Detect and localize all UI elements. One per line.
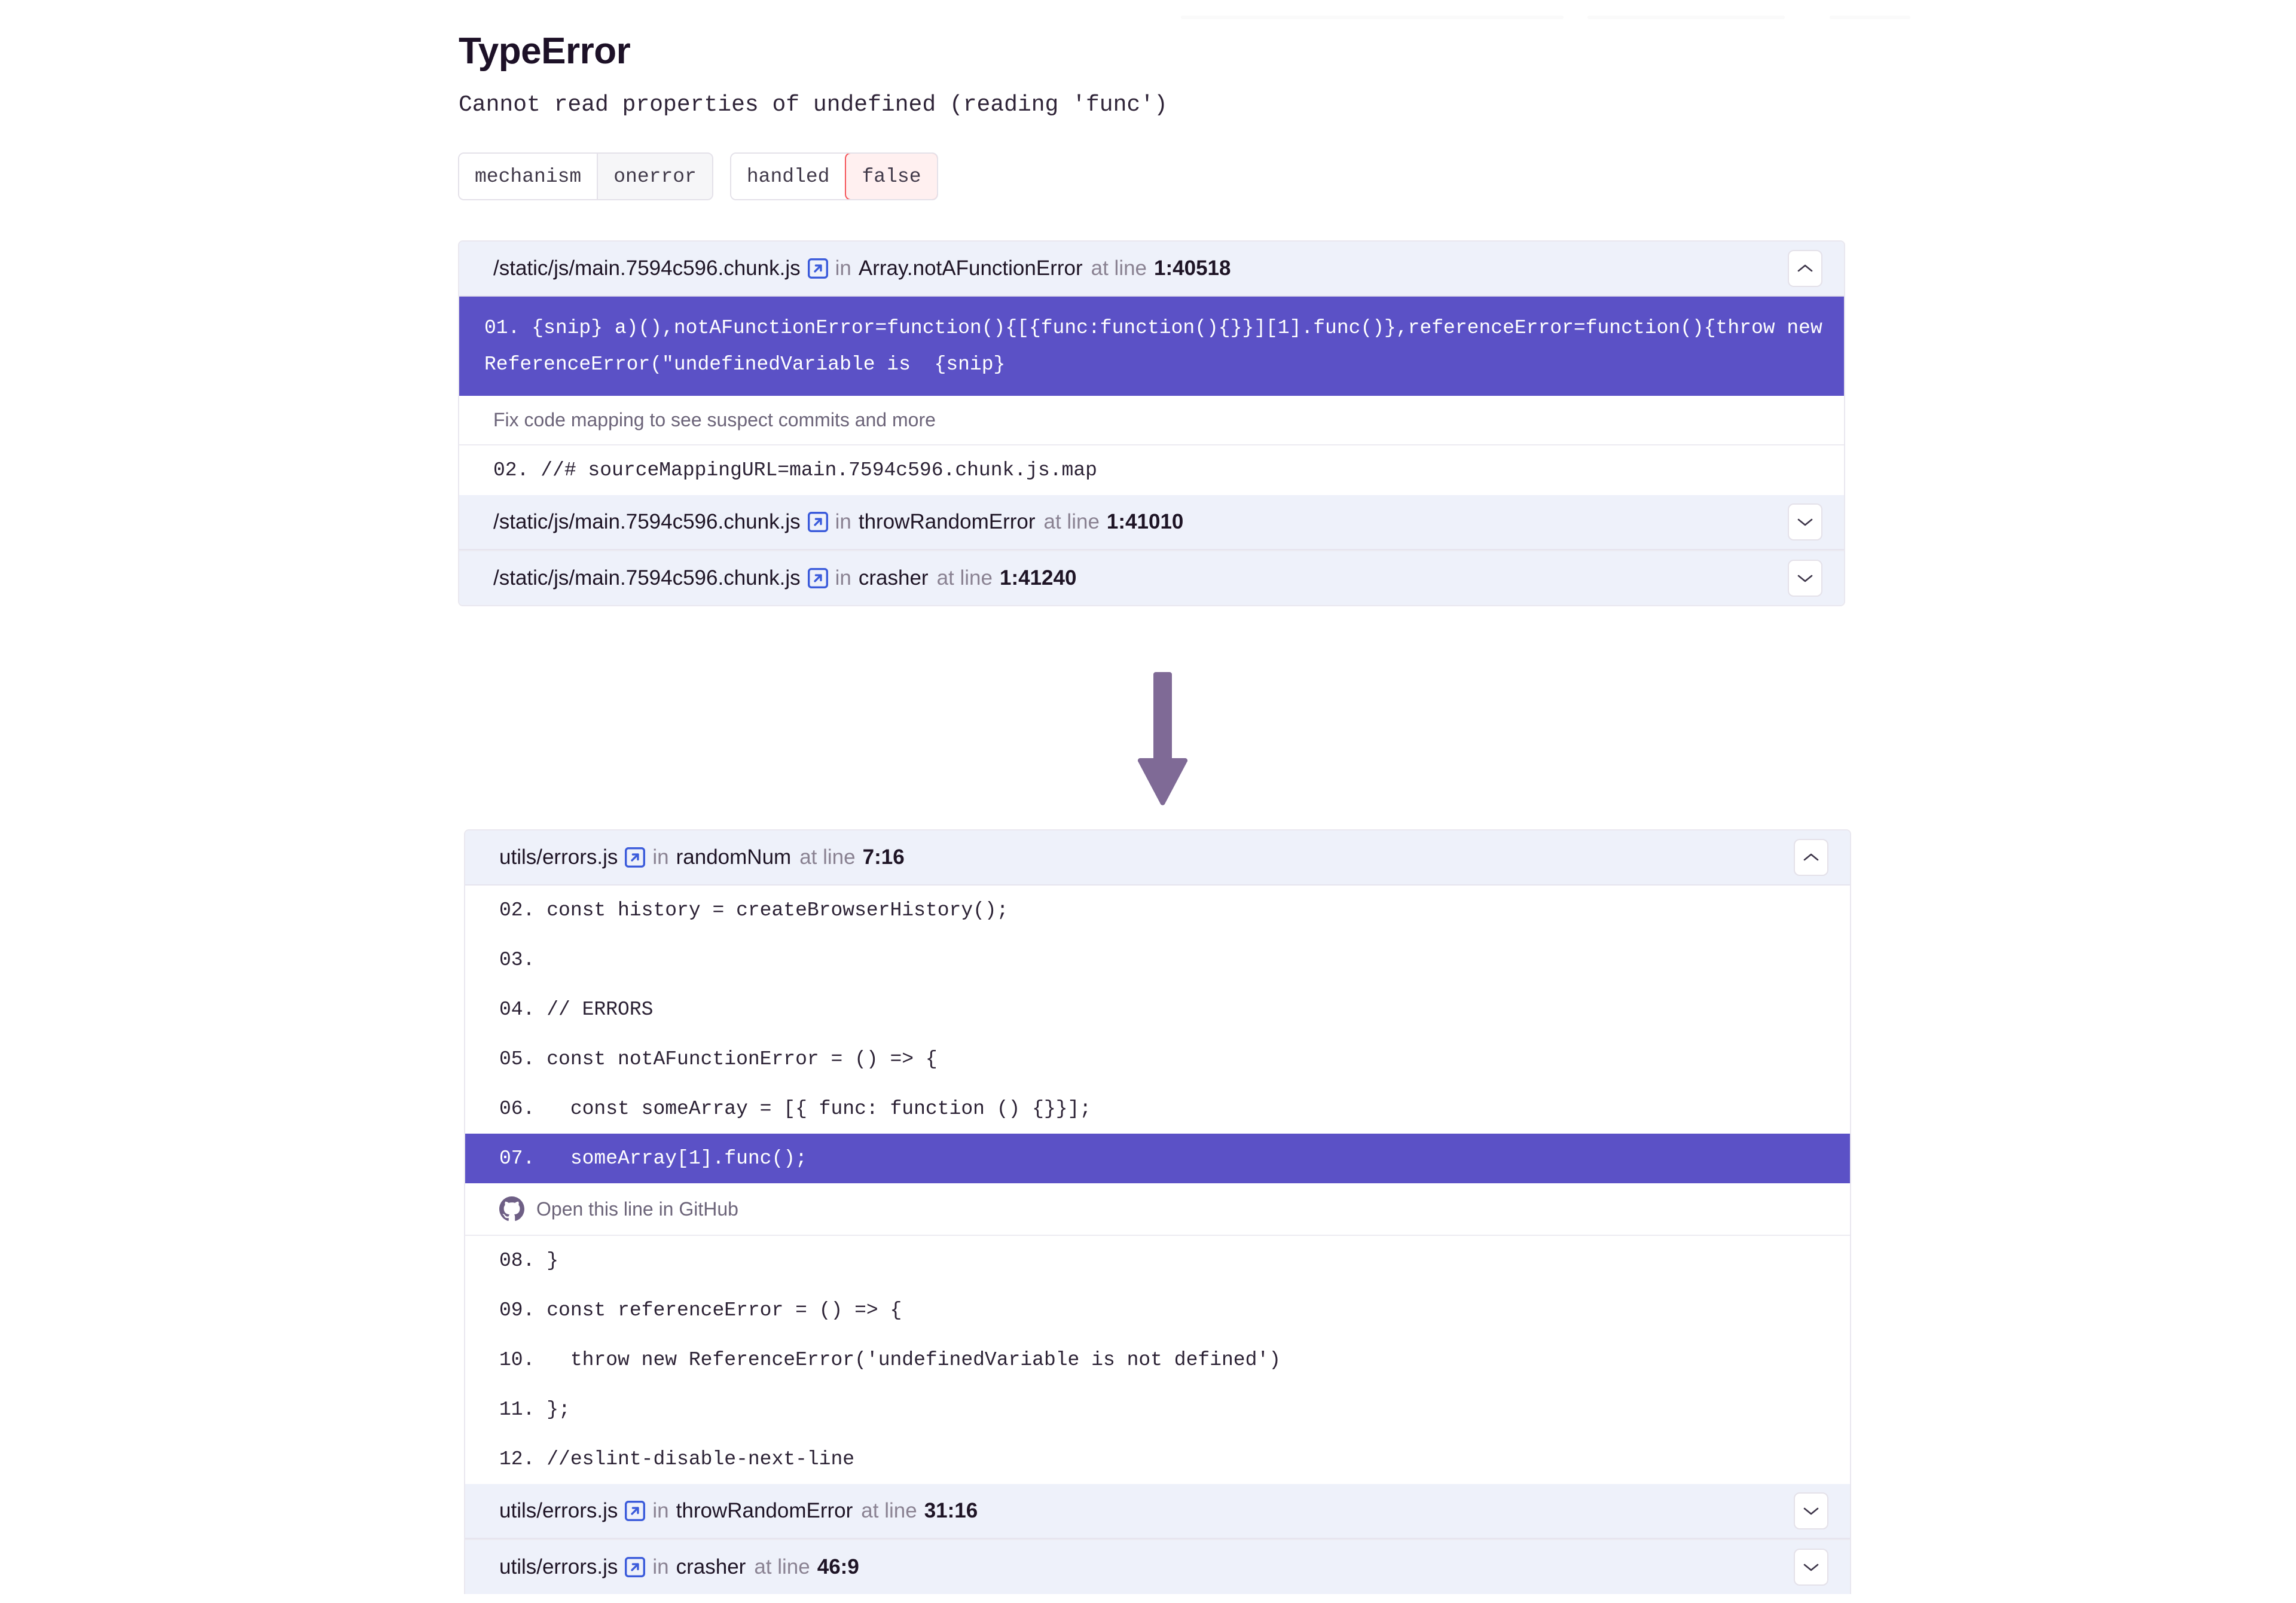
code-line: 02. //# sourceMappingURL=main.7594c596.c… — [493, 459, 1097, 482]
frame-file-path: /static/js/main.7594c596.chunk.js — [493, 257, 801, 280]
source-stacktrace-panel: utils/errors.js in randomNum at line 7:1… — [464, 829, 1851, 1594]
expand-frame-button[interactable] — [1794, 1549, 1828, 1586]
error-tag-row: mechanism onerror handled false — [458, 152, 938, 200]
stack-frame-title: /static/js/main.7594c596.chunk.js in thr… — [493, 510, 1183, 534]
stack-frame-title: /static/js/main.7594c596.chunk.js in Arr… — [493, 257, 1231, 280]
frame-atline-label: at line — [1091, 257, 1147, 280]
external-link-icon[interactable] — [807, 512, 828, 533]
external-link-icon[interactable] — [807, 568, 828, 589]
collapse-frame-button[interactable] — [1794, 839, 1828, 876]
open-line-in-github-link[interactable]: Open this line in GitHub — [465, 1183, 1850, 1236]
frame-line-number: 1:41240 — [999, 566, 1077, 590]
code-line: 11. }; — [499, 1399, 570, 1421]
frame-in-word: in — [652, 1555, 669, 1578]
code-line-highlighted: 07. someArray[1].func(); — [465, 1134, 1850, 1183]
frame-function-name: throwRandomError — [676, 1499, 853, 1522]
code-line: 05. const notAFunctionError = () => { — [499, 1048, 938, 1070]
frame-atline-label: at line — [1043, 510, 1100, 534]
collapse-frame-button[interactable] — [1788, 250, 1822, 287]
frame-function-name: crasher — [858, 566, 929, 590]
tag-key: handled — [731, 154, 845, 199]
error-type-title: TypeError — [459, 30, 631, 72]
frame-in-word: in — [835, 257, 851, 280]
external-link-icon[interactable] — [807, 258, 828, 279]
minified-stacktrace-panel: /static/js/main.7594c596.chunk.js in Arr… — [458, 240, 1845, 607]
frame-file-path: /static/js/main.7594c596.chunk.js — [493, 510, 801, 534]
tag-mechanism[interactable]: mechanism onerror — [458, 152, 713, 200]
external-link-icon[interactable] — [625, 847, 646, 868]
frame-in-word: in — [835, 510, 851, 534]
frame-file-path: /static/js/main.7594c596.chunk.js — [493, 566, 801, 590]
code-line: 10. throw new ReferenceError('undefinedV… — [499, 1349, 1281, 1371]
frame-atline-label: at line — [861, 1499, 917, 1522]
error-message: Cannot read properties of undefined (rea… — [459, 92, 1168, 118]
stack-frame-header[interactable]: /static/js/main.7594c596.chunk.js in thr… — [459, 495, 1844, 551]
github-link-text: Open this line in GitHub — [536, 1198, 738, 1220]
frame-atline-label: at line — [936, 566, 993, 590]
stack-frame-header[interactable]: utils/errors.js in throwRandomError at l… — [465, 1484, 1850, 1539]
top-artifact — [1587, 16, 1785, 19]
stack-frame-header[interactable]: /static/js/main.7594c596.chunk.js in cra… — [459, 550, 1844, 606]
stack-frame-title: utils/errors.js in crasher at line 46:9 — [499, 1555, 859, 1579]
minified-code-block: 01. {snip} a)(),notAFunctionError=functi… — [459, 297, 1844, 496]
source-code-block: 02. const history = createBrowserHistory… — [465, 886, 1850, 1484]
frame-line-number: 1:40518 — [1154, 257, 1231, 280]
code-line-highlighted: 01. {snip} a)(),notAFunctionError=functi… — [459, 297, 1844, 396]
top-artifact — [1830, 16, 1910, 19]
frame-file-path: utils/errors.js — [499, 1499, 618, 1522]
frame-atline-label: at line — [754, 1555, 810, 1578]
frame-line-number: 46:9 — [817, 1555, 859, 1578]
code-line: 08. } — [499, 1250, 559, 1272]
code-line: 06. const someArray = [{ func: function … — [499, 1098, 1092, 1120]
frame-function-name: throwRandomError — [858, 510, 1036, 534]
tag-key: mechanism — [459, 154, 597, 199]
top-artifact — [1181, 16, 1564, 19]
stack-frame-title: utils/errors.js in throwRandomError at l… — [499, 1499, 978, 1523]
frame-function-name: randomNum — [676, 845, 792, 869]
frame-line-number: 1:41010 — [1106, 510, 1184, 534]
stack-frame-header[interactable]: utils/errors.js in randomNum at line 7:1… — [465, 830, 1850, 886]
code-mapping-note-text: Fix code mapping to see suspect commits … — [493, 409, 936, 431]
expand-frame-button[interactable] — [1794, 1492, 1828, 1529]
github-icon — [499, 1196, 524, 1221]
stack-frame-title: /static/js/main.7594c596.chunk.js in cra… — [493, 566, 1076, 590]
code-line: 12. //eslint-disable-next-line — [499, 1448, 855, 1470]
tag-handled[interactable]: handled false — [729, 152, 938, 200]
code-mapping-note[interactable]: Fix code mapping to see suspect commits … — [459, 396, 1844, 446]
code-line: 04. // ERRORS — [499, 999, 654, 1021]
tag-value[interactable]: onerror — [597, 154, 712, 199]
frame-function-name: crasher — [676, 1555, 746, 1578]
code-line: 09. const referenceError = () => { — [499, 1299, 902, 1321]
frame-file-path: utils/errors.js — [499, 1555, 618, 1578]
code-line: 03. — [499, 949, 535, 971]
stack-frame-header[interactable]: utils/errors.js in crasher at line 46:9 — [465, 1539, 1850, 1594]
frame-atline-label: at line — [799, 845, 856, 869]
frame-line-number: 7:16 — [862, 845, 905, 869]
frame-line-number: 31:16 — [924, 1499, 978, 1522]
error-header: TypeError Cannot read properties of unde… — [459, 30, 1894, 120]
frame-in-word: in — [652, 845, 669, 869]
expand-frame-button[interactable] — [1788, 503, 1822, 541]
external-link-icon[interactable] — [625, 1501, 646, 1521]
frame-in-word: in — [652, 1499, 669, 1522]
frame-function-name: Array.notAFunctionError — [858, 257, 1083, 280]
external-link-icon[interactable] — [625, 1557, 646, 1577]
expand-frame-button[interactable] — [1788, 560, 1822, 597]
frame-file-path: utils/errors.js — [499, 845, 618, 869]
stack-frame-header[interactable]: /static/js/main.7594c596.chunk.js in Arr… — [459, 242, 1844, 297]
code-line: 02. const history = createBrowserHistory… — [499, 899, 1009, 921]
stack-frame-title: utils/errors.js in randomNum at line 7:1… — [499, 845, 905, 869]
down-arrow-icon — [1131, 670, 1191, 807]
frame-in-word: in — [835, 566, 851, 590]
tag-value[interactable]: false — [845, 154, 937, 199]
